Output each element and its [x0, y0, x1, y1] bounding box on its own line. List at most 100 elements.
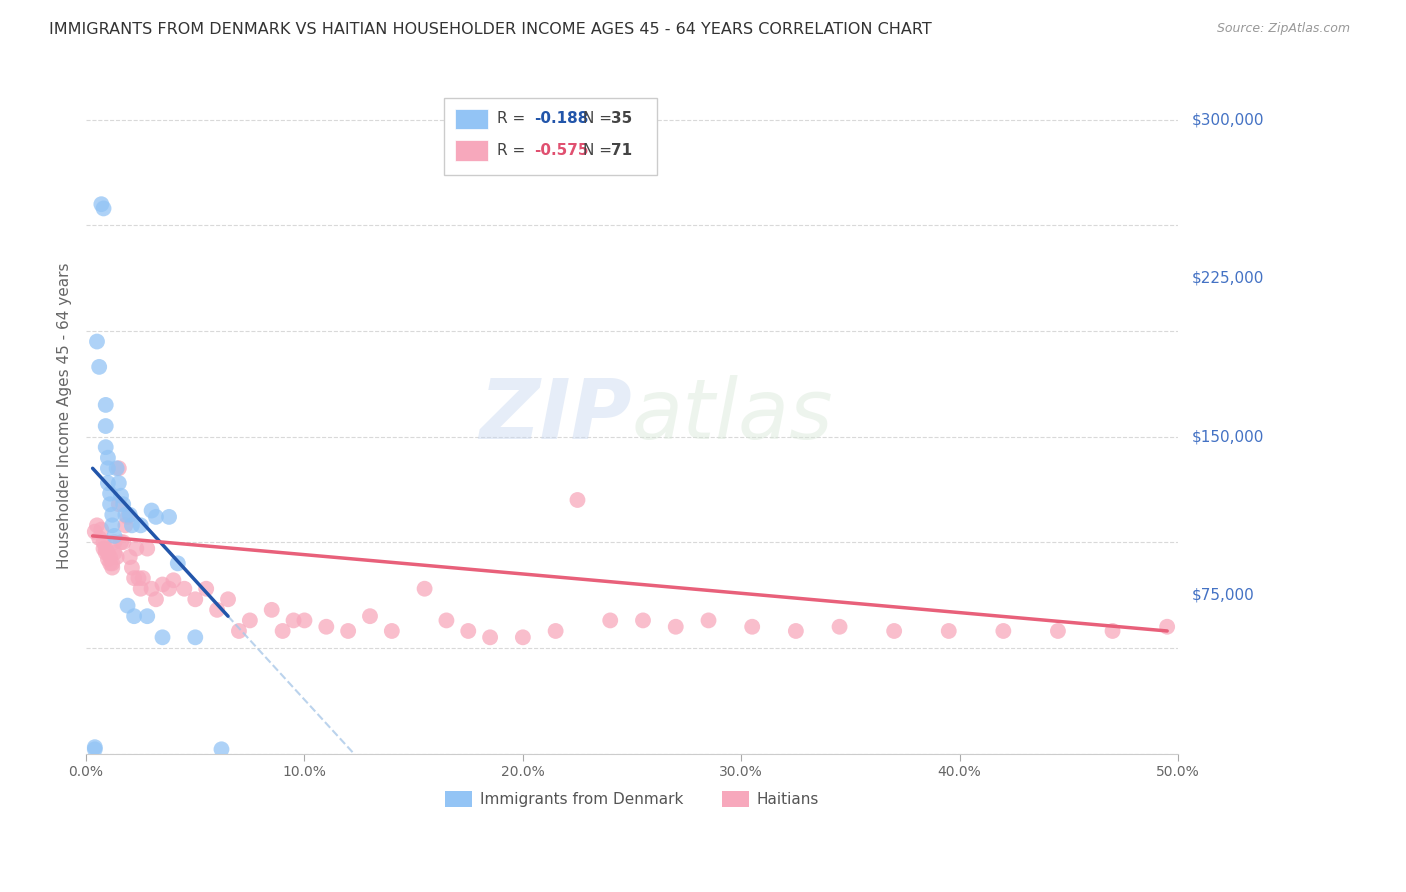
FancyBboxPatch shape — [456, 140, 488, 161]
Point — [118, 508, 141, 522]
Point — [785, 624, 807, 638]
Point — [127, 571, 149, 585]
Point — [173, 582, 195, 596]
Point — [89, 531, 111, 545]
Point — [112, 535, 135, 549]
Text: R =: R = — [496, 112, 530, 126]
Point — [359, 609, 381, 624]
Text: ZIP: ZIP — [479, 375, 633, 456]
Point — [457, 624, 479, 638]
Point — [83, 524, 105, 539]
Point — [436, 614, 458, 628]
Point — [112, 497, 135, 511]
Point — [544, 624, 567, 638]
Point — [283, 614, 305, 628]
Y-axis label: Householder Income Ages 45 - 64 years: Householder Income Ages 45 - 64 years — [58, 262, 72, 569]
Point — [122, 571, 145, 585]
Point — [114, 508, 136, 522]
Point — [631, 614, 654, 628]
Point — [108, 461, 131, 475]
Point — [101, 508, 124, 522]
Point — [125, 541, 148, 556]
Point — [94, 419, 117, 434]
Text: atlas: atlas — [633, 375, 834, 456]
Point — [98, 549, 121, 564]
Point — [101, 557, 124, 571]
Point — [98, 486, 121, 500]
Point — [228, 624, 250, 638]
Point — [260, 603, 283, 617]
Point — [512, 630, 534, 644]
Point — [97, 476, 120, 491]
Point — [98, 497, 121, 511]
Point — [157, 509, 180, 524]
Text: -0.188: -0.188 — [534, 112, 588, 126]
Point — [294, 614, 316, 628]
Point — [136, 541, 159, 556]
Point — [93, 541, 115, 556]
Point — [239, 614, 262, 628]
Point — [129, 518, 152, 533]
Point — [184, 592, 207, 607]
Text: 71: 71 — [612, 143, 633, 158]
Text: IMMIGRANTS FROM DENMARK VS HAITIAN HOUSEHOLDER INCOME AGES 45 - 64 YEARS CORRELA: IMMIGRANTS FROM DENMARK VS HAITIAN HOUSE… — [49, 22, 932, 37]
Point — [184, 630, 207, 644]
Point — [94, 546, 117, 560]
Point — [105, 461, 128, 475]
Point — [108, 476, 131, 491]
Point — [141, 582, 163, 596]
Text: $225,000: $225,000 — [1192, 270, 1264, 285]
Point — [103, 529, 125, 543]
Point — [381, 624, 404, 638]
Text: $75,000: $75,000 — [1192, 588, 1254, 603]
Point — [103, 546, 125, 560]
Point — [152, 630, 174, 644]
Point — [86, 518, 108, 533]
Text: Source: ZipAtlas.com: Source: ZipAtlas.com — [1216, 22, 1350, 36]
Point — [86, 334, 108, 349]
Point — [145, 592, 167, 607]
Legend: Immigrants from Denmark, Haitians: Immigrants from Denmark, Haitians — [439, 785, 825, 814]
Point — [1046, 624, 1069, 638]
Point — [121, 518, 143, 533]
Point — [98, 557, 121, 571]
Point — [93, 535, 115, 549]
Text: N =: N = — [583, 112, 617, 126]
Point — [195, 582, 218, 596]
Text: $300,000: $300,000 — [1192, 112, 1264, 128]
Point — [118, 549, 141, 564]
Point — [599, 614, 621, 628]
Point — [129, 582, 152, 596]
Point — [205, 603, 228, 617]
Point — [157, 582, 180, 596]
Point — [828, 620, 851, 634]
Point — [89, 359, 111, 374]
Point — [94, 398, 117, 412]
Point — [665, 620, 688, 634]
Text: N =: N = — [583, 143, 617, 158]
Point — [1101, 624, 1123, 638]
Point — [1156, 620, 1178, 634]
Point — [97, 450, 120, 465]
Text: -0.575: -0.575 — [534, 143, 588, 158]
Point — [938, 624, 960, 638]
Text: $150,000: $150,000 — [1192, 429, 1264, 444]
Point — [217, 592, 239, 607]
Point — [90, 523, 112, 537]
Point — [97, 552, 120, 566]
Point — [103, 535, 125, 549]
Point — [567, 493, 589, 508]
Point — [94, 440, 117, 454]
Point — [337, 624, 360, 638]
Point — [271, 624, 294, 638]
Point — [110, 535, 132, 549]
Point — [162, 574, 184, 588]
Point — [145, 509, 167, 524]
Point — [697, 614, 720, 628]
Point — [993, 624, 1015, 638]
Point — [101, 560, 124, 574]
Point — [117, 509, 139, 524]
Point — [83, 742, 105, 756]
Point — [83, 740, 105, 755]
Point — [101, 518, 124, 533]
